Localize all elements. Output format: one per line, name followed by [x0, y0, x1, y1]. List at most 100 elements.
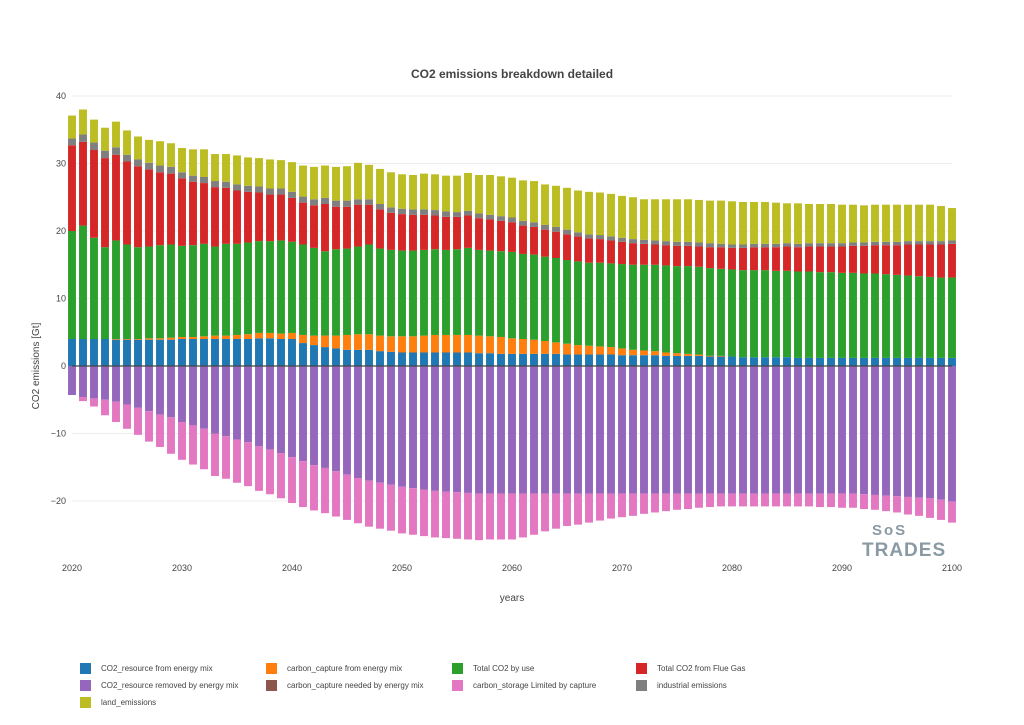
- bar-co2-resource-from-energy-mix: [530, 353, 538, 366]
- bar-co2-resource-removed-by-energy-mix: [156, 366, 164, 415]
- bar-co2-resource-from-energy-mix: [156, 339, 164, 366]
- bar-total-co2-from-flue-gas: [794, 247, 802, 272]
- bar-carbon-capture-from-energy-mix: [684, 353, 692, 356]
- bar-co2-resource-removed-by-energy-mix: [541, 366, 549, 494]
- legend-item[interactable]: CO2_resource from energy mix: [80, 663, 213, 674]
- bar-industrial-emissions: [783, 243, 791, 247]
- y-axis-ticks: 40 30 20 10 0 −10 −20: [51, 91, 66, 506]
- bar-total-co2-from-flue-gas: [332, 206, 340, 250]
- bar-land-emissions: [112, 121, 120, 148]
- legend-label: carbon_storage Limited by capture: [473, 681, 597, 690]
- bar-carbon-capture-from-energy-mix: [200, 336, 208, 339]
- bar-industrial-emissions: [860, 242, 868, 246]
- bar-carbon-storage-limited-by-capture: [266, 449, 274, 495]
- bar-total-co2-by-use: [640, 264, 648, 351]
- bar-carbon-capture-from-energy-mix: [497, 336, 505, 354]
- bar-co2-resource-removed-by-energy-mix: [607, 366, 615, 494]
- bar-land-emissions: [277, 160, 285, 189]
- bar-total-co2-from-flue-gas: [277, 194, 285, 241]
- bar-total-co2-from-flue-gas: [926, 244, 934, 277]
- bar-co2-resource-removed-by-energy-mix: [233, 366, 241, 440]
- bar-industrial-emissions: [596, 235, 604, 240]
- bar-total-co2-by-use: [541, 256, 549, 342]
- bar-total-co2-from-flue-gas: [706, 247, 714, 269]
- bar-land-emissions: [189, 149, 197, 176]
- legend-item[interactable]: carbon_storage Limited by capture: [452, 680, 596, 691]
- bar-total-co2-by-use: [310, 247, 318, 336]
- bar-co2-resource-removed-by-energy-mix: [431, 366, 439, 491]
- bar-co2-resource-removed-by-energy-mix: [937, 366, 945, 500]
- bar-total-co2-from-flue-gas: [783, 246, 791, 271]
- bar-carbon-storage-limited-by-capture: [233, 439, 241, 483]
- bar-total-co2-from-flue-gas: [541, 229, 549, 257]
- bar-total-co2-from-flue-gas: [255, 192, 263, 242]
- bar-industrial-emissions: [266, 188, 274, 195]
- bar-total-co2-by-use: [365, 244, 373, 335]
- bar-carbon-capture-from-energy-mix: [706, 355, 714, 357]
- bar-co2-resource-from-energy-mix: [838, 357, 846, 366]
- bar-carbon-capture-from-energy-mix: [299, 334, 307, 344]
- bar-total-co2-from-flue-gas: [233, 190, 241, 244]
- legend-swatch: [636, 680, 647, 691]
- bar-co2-resource-from-energy-mix: [596, 354, 604, 366]
- bar-industrial-emissions: [948, 240, 956, 244]
- bar-industrial-emissions: [563, 229, 571, 235]
- bar-total-co2-from-flue-gas: [717, 247, 725, 269]
- bar-total-co2-from-flue-gas: [508, 222, 516, 252]
- bar-co2-resource-from-energy-mix: [519, 353, 527, 366]
- legend-label: industrial emissions: [657, 681, 727, 690]
- x-axis-title: years: [500, 593, 524, 604]
- legend-item[interactable]: carbon_capture needed by energy mix: [266, 680, 424, 691]
- bar-co2-resource-removed-by-energy-mix: [277, 366, 285, 454]
- bar-total-co2-by-use: [728, 269, 736, 357]
- bar-total-co2-from-flue-gas: [156, 172, 164, 246]
- bar-total-co2-from-flue-gas: [409, 214, 417, 251]
- bar-carbon-storage-limited-by-capture: [508, 493, 516, 540]
- bar-total-co2-from-flue-gas: [519, 225, 527, 254]
- bar-land-emissions: [167, 143, 175, 167]
- bar-carbon-storage-limited-by-capture: [607, 493, 615, 519]
- bar-total-co2-by-use: [519, 253, 527, 339]
- bar-co2-resource-removed-by-energy-mix: [420, 366, 428, 490]
- bar-carbon-storage-limited-by-capture: [376, 482, 384, 529]
- bar-total-co2-by-use: [761, 270, 769, 358]
- bar-carbon-storage-limited-by-capture: [684, 493, 692, 510]
- bar-carbon-storage-limited-by-capture: [420, 489, 428, 537]
- bar-carbon-storage-limited-by-capture: [354, 478, 362, 524]
- bar-industrial-emissions: [68, 138, 76, 146]
- bar-land-emissions: [816, 204, 824, 244]
- bar-land-emissions: [596, 192, 604, 236]
- bar-series: [68, 109, 956, 541]
- bar-carbon-capture-from-energy-mix: [442, 334, 450, 353]
- y-tick-label: 30: [56, 159, 66, 169]
- legend-item[interactable]: CO2_resource removed by energy mix: [80, 680, 238, 691]
- bar-co2-resource-from-energy-mix: [607, 354, 615, 366]
- legend-item[interactable]: industrial emissions: [636, 680, 727, 691]
- bar-total-co2-from-flue-gas: [453, 216, 461, 250]
- bar-land-emissions: [783, 203, 791, 244]
- bar-industrial-emissions: [244, 185, 252, 192]
- bar-co2-resource-from-energy-mix: [442, 352, 450, 366]
- legend-item[interactable]: Total CO2 by use: [452, 663, 534, 674]
- bar-co2-resource-from-energy-mix: [618, 355, 626, 366]
- bar-industrial-emissions: [684, 241, 692, 246]
- bar-total-co2-by-use: [90, 237, 98, 339]
- bar-carbon-storage-limited-by-capture: [596, 493, 604, 521]
- bar-carbon-storage-limited-by-capture: [486, 493, 494, 540]
- bar-land-emissions: [684, 199, 692, 242]
- bar-co2-resource-from-energy-mix: [387, 351, 395, 366]
- bar-total-co2-by-use: [79, 225, 87, 339]
- bar-carbon-capture-from-energy-mix: [640, 350, 648, 356]
- bar-total-co2-from-flue-gas: [112, 154, 120, 241]
- bar-industrial-emissions: [200, 177, 208, 184]
- legend-item[interactable]: carbon_capture from energy mix: [266, 663, 402, 674]
- legend-item[interactable]: land_emissions: [80, 697, 156, 708]
- bar-carbon-capture-from-energy-mix: [310, 335, 318, 346]
- bar-industrial-emissions: [640, 239, 648, 244]
- bar-co2-resource-from-energy-mix: [68, 339, 76, 366]
- bar-industrial-emissions: [222, 181, 230, 188]
- bar-total-co2-from-flue-gas: [464, 215, 472, 248]
- legend-item[interactable]: Total CO2 from Flue Gas: [636, 663, 745, 674]
- bar-carbon-storage-limited-by-capture: [409, 488, 417, 535]
- bar-carbon-capture-from-energy-mix: [695, 354, 703, 356]
